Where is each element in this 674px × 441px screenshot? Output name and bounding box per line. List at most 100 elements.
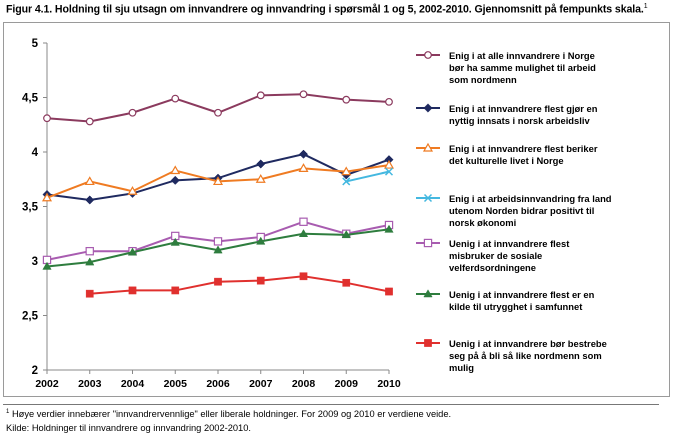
data-point-1 bbox=[385, 97, 393, 106]
data-point-5 bbox=[299, 217, 308, 226]
legend-label-line: velferdsordningene bbox=[449, 262, 536, 273]
data-point-3 bbox=[212, 176, 224, 186]
data-point-4 bbox=[342, 177, 351, 186]
footnote-text: Høye verdier innebærer "innvandrervennli… bbox=[11, 409, 452, 420]
legend-label-line: Uenig i at innvandrere bør bestrebe bbox=[449, 338, 607, 349]
legend-label-line: utenom Norden bidrar positivt til bbox=[449, 205, 594, 216]
data-point-3 bbox=[84, 176, 95, 186]
data-point-6 bbox=[298, 229, 309, 237]
data-point-2 bbox=[298, 149, 309, 159]
data-point-6 bbox=[256, 236, 266, 245]
legend-label-line: mulig bbox=[449, 362, 474, 373]
legend-marker-6 bbox=[423, 289, 433, 298]
legend-label-line: seg på å bli så like nordmenn som bbox=[449, 350, 602, 361]
legend-label-line: det kulturelle livet i Norge bbox=[449, 155, 564, 166]
data-point-2 bbox=[85, 195, 95, 205]
data-point-6 bbox=[127, 247, 138, 256]
legend-label-7: Uenig i at innvandrere bør bestrebe seg p… bbox=[449, 338, 607, 373]
legend-label-line: misbruker de sosiale bbox=[449, 250, 542, 261]
data-point-6 bbox=[341, 230, 351, 239]
data-point-3 bbox=[127, 186, 138, 195]
data-point-1 bbox=[171, 94, 180, 103]
data-point-3 bbox=[41, 192, 53, 202]
data-point-6 bbox=[170, 237, 180, 246]
source-note: Kilde: Holdninger til innvandrere og inn… bbox=[6, 423, 251, 433]
data-point-2 bbox=[256, 159, 266, 169]
data-point-1 bbox=[299, 90, 308, 99]
y-tick-label: 5 bbox=[32, 38, 39, 50]
legend-label-line: Uenig i at innvandrere flest bbox=[449, 238, 569, 249]
data-point-7 bbox=[85, 289, 94, 298]
legend-label-line: Enig i at innvandrere flest gjør en bbox=[449, 103, 598, 114]
data-point-5 bbox=[213, 237, 223, 246]
legend-marker-2 bbox=[423, 103, 433, 113]
footnote-marker: 1 bbox=[6, 409, 10, 415]
legend-label-6: Uenig i at innvandrere flest er en kilde … bbox=[449, 289, 595, 312]
data-point-7 bbox=[299, 272, 308, 281]
legend-marker-3 bbox=[422, 142, 434, 152]
legend-label-line: Enig i at arbeidsinnvandring fra land bbox=[449, 193, 612, 204]
data-point-3 bbox=[341, 166, 352, 176]
y-tick-label: 2,5 bbox=[22, 311, 39, 323]
footnote-divider bbox=[3, 404, 659, 405]
data-point-6 bbox=[42, 261, 52, 270]
series-line-1 bbox=[46, 93, 390, 123]
data-point-3 bbox=[298, 163, 309, 172]
legend-label-line: bør ha samme mulighet til arbeid bbox=[449, 62, 596, 73]
y-tick-label: 3,5 bbox=[22, 202, 39, 214]
series-line-7 bbox=[89, 275, 390, 295]
title-footnote-marker: 1 bbox=[643, 3, 648, 10]
legend-label-line: Enig i at alle innvandrere i Norge bbox=[449, 50, 595, 61]
data-point-3 bbox=[170, 165, 181, 175]
legend-label-line: nyttig innsats i norsk arbeidsliv bbox=[449, 115, 590, 126]
data-point-1 bbox=[128, 108, 137, 117]
figure-title: Figur 4.1. Holdning til sju utsagn om in… bbox=[6, 3, 648, 16]
data-point-7 bbox=[385, 287, 393, 296]
data-point-6 bbox=[85, 257, 95, 266]
figure-title-text: Figur 4.1. Holdning til sju utsagn om in… bbox=[6, 3, 644, 16]
legend-marker-5 bbox=[423, 238, 433, 248]
data-point-1 bbox=[256, 91, 265, 100]
legend-marker-4 bbox=[423, 193, 433, 203]
footnote: 1 Høye verdier innebærer "innvandrervenn… bbox=[6, 409, 451, 419]
legend-label-line: kilde til utrygghet i samfunnet bbox=[449, 301, 582, 312]
data-point-1 bbox=[43, 114, 51, 123]
data-point-4 bbox=[384, 167, 394, 176]
x-tick-label: 2006 bbox=[206, 378, 230, 390]
data-point-1 bbox=[342, 95, 351, 104]
x-tick-label: 2005 bbox=[164, 378, 188, 390]
legend-label-line: som nordmenn bbox=[449, 74, 517, 85]
y-tick-label: 4 bbox=[32, 147, 39, 159]
data-point-6 bbox=[384, 224, 394, 233]
data-point-1 bbox=[214, 108, 222, 117]
series-line-4 bbox=[346, 170, 390, 183]
legend-label-line: Uenig i at innvandrere flest er en bbox=[449, 289, 595, 300]
y-tick-label: 4,5 bbox=[22, 93, 39, 105]
x-tick-label: 2004 bbox=[121, 378, 145, 390]
x-tick-label: 2003 bbox=[78, 378, 102, 390]
legend-marker-1 bbox=[424, 51, 432, 59]
legend-label-1: Enig i at alle innvandrere i Norge bør ha… bbox=[449, 50, 596, 85]
x-tick-label: 2009 bbox=[335, 378, 359, 390]
data-point-3 bbox=[255, 174, 266, 183]
legend-marker-7 bbox=[424, 339, 432, 347]
data-point-7 bbox=[342, 278, 351, 287]
data-point-7 bbox=[171, 286, 180, 295]
chart-frame: 2 2,5 3 3,5 4 4,5 5 2002 2003 2004 2005 2006 2007 200… bbox=[3, 22, 670, 397]
legend-label-5: Uenig i at innvandrere flest misbruker de… bbox=[449, 238, 569, 273]
x-tick-label: 2008 bbox=[292, 378, 316, 390]
legend-label-3: Enig i at innvandrere flest beriker det k… bbox=[449, 143, 598, 166]
data-point-2 bbox=[170, 175, 180, 185]
data-point-3 bbox=[383, 159, 395, 169]
data-point-7 bbox=[128, 286, 137, 295]
data-point-7 bbox=[214, 277, 222, 286]
data-point-5 bbox=[85, 246, 94, 256]
legend-label-4: Enig i at arbeidsinnvandring fra land ute… bbox=[449, 193, 612, 228]
x-tick-label: 2010 bbox=[377, 378, 401, 390]
data-point-1 bbox=[85, 117, 94, 126]
legend-label-line: norsk økonomi bbox=[449, 217, 516, 228]
y-tick-label: 2 bbox=[32, 365, 38, 377]
legend-label-line: Enig i at innvandrere flest beriker bbox=[449, 143, 598, 154]
x-tick-label: 2002 bbox=[35, 378, 59, 390]
line-chart: 2 2,5 3 3,5 4 4,5 5 2002 2003 2004 2005 2006 2007 200… bbox=[22, 38, 612, 390]
